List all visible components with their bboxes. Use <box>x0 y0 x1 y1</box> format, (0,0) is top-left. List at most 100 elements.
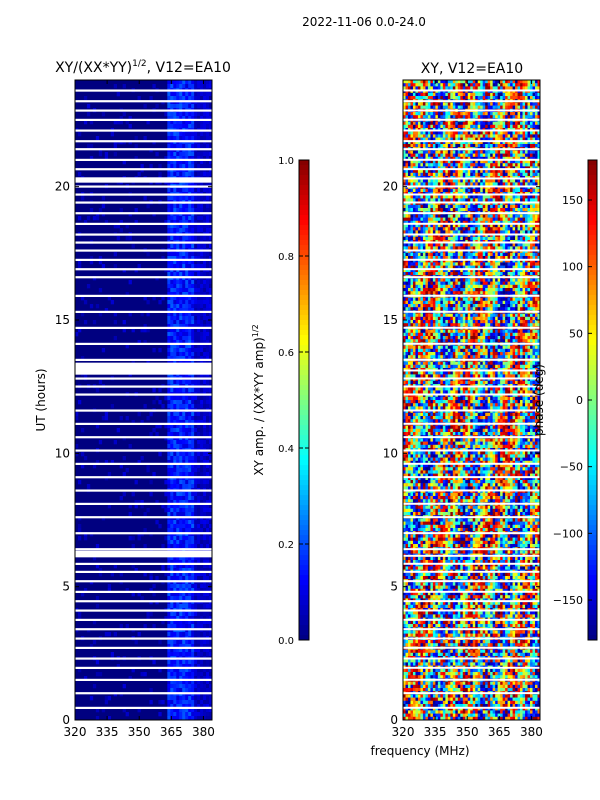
phase-cell <box>422 144 426 148</box>
phase-cell <box>440 121 444 126</box>
amplitude-cell <box>194 316 198 321</box>
phase-cell <box>487 92 491 97</box>
amplitude-cell <box>209 420 213 425</box>
phase-cell <box>537 83 541 87</box>
phase-cell <box>487 140 491 145</box>
phase-cell <box>415 131 419 135</box>
amplitude-cell <box>179 572 183 577</box>
amplitude-cell <box>197 244 201 249</box>
amplitude-cell <box>209 432 213 437</box>
amplitude-cell <box>170 644 174 649</box>
amplitude-cell <box>200 224 204 229</box>
amplitude-cell <box>206 620 210 625</box>
phase-cell <box>452 86 456 90</box>
colorbar-segment <box>299 340 309 346</box>
phase-cell <box>407 80 411 84</box>
amplitude-cell <box>191 704 195 709</box>
amplitude-cell <box>179 508 183 513</box>
amplitude-cell <box>191 452 195 457</box>
phase-cell <box>437 80 441 84</box>
amplitude-cell <box>173 252 177 257</box>
amplitude-cell <box>194 396 198 401</box>
amplitude-cell <box>152 592 156 597</box>
amplitude-cell <box>191 560 195 565</box>
amplitude-cell <box>209 228 213 233</box>
phase-cell <box>417 131 421 135</box>
phase-cell <box>495 92 498 97</box>
amplitude-cell <box>194 144 198 149</box>
phase-cell <box>530 92 533 97</box>
amplitude-cell <box>188 312 192 317</box>
phase-cell <box>410 134 414 138</box>
amplitude-cell <box>107 296 112 301</box>
amplitude-cell <box>200 120 204 125</box>
phase-cell <box>415 102 419 106</box>
amplitude-cell <box>209 616 213 621</box>
amplitude-cell <box>197 160 201 165</box>
amplitude-cell <box>95 388 100 393</box>
phase-cell <box>412 140 416 145</box>
amplitude-cell <box>173 296 177 301</box>
phase-cell <box>512 124 516 129</box>
amplitude-cell <box>203 464 207 469</box>
amplitude-cell <box>206 356 210 361</box>
colorbar-segment <box>299 530 309 536</box>
amplitude-cell <box>179 360 183 365</box>
phase-cell <box>470 137 474 142</box>
phase-cell <box>425 144 429 148</box>
amplitude-cell <box>176 164 180 169</box>
phase-cell <box>420 179 424 183</box>
y-tick-label: 5 <box>62 580 70 594</box>
amplitude-cell <box>206 500 210 505</box>
amplitude-cell <box>134 640 138 645</box>
amplitude-cell <box>197 380 201 385</box>
amplitude-cell <box>167 356 171 361</box>
amplitude-cell <box>179 308 183 313</box>
amplitude-cell <box>203 428 207 433</box>
amplitude-cell <box>203 280 207 285</box>
amplitude-plot-frame <box>74 79 213 721</box>
amplitude-cell <box>203 484 207 489</box>
amplitude-cell <box>191 616 195 621</box>
amplitude-cell <box>182 344 186 349</box>
amplitude-cell <box>185 616 189 621</box>
amplitude-cell <box>170 104 174 109</box>
flagged-row <box>75 358 212 361</box>
amplitude-cell <box>98 152 103 157</box>
amplitude-cell <box>95 596 100 601</box>
amplitude-cell <box>179 588 183 593</box>
phase-cell <box>410 188 414 193</box>
flagged-row <box>75 562 212 565</box>
amplitude-cell <box>188 388 192 393</box>
amplitude-cell <box>194 508 198 513</box>
amplitude-cell <box>191 468 195 473</box>
phase-cell <box>462 134 466 138</box>
amplitude-cell <box>188 264 192 269</box>
phase-cell <box>470 188 474 193</box>
amplitude-cell <box>140 420 144 425</box>
amplitude-cell <box>176 380 180 385</box>
amplitude-cell <box>209 672 213 677</box>
amplitude-cell <box>167 120 171 125</box>
amplitude-cell <box>176 332 180 337</box>
amplitude-cell <box>194 560 198 565</box>
amplitude-cell <box>209 120 213 125</box>
phase-cell <box>485 188 488 193</box>
flagged-row <box>75 294 212 297</box>
amplitude-cell <box>209 156 213 161</box>
amplitude-cell <box>170 380 174 385</box>
amplitude-cell <box>203 632 207 637</box>
left-plot-title: XY/(XX*YY)1/2, V12=EA10 <box>55 59 231 76</box>
colorbar-segment <box>299 170 309 176</box>
amplitude-cell <box>203 124 207 129</box>
amplitude-cell <box>137 264 141 269</box>
phase-cell <box>522 172 526 177</box>
amplitude-cell <box>206 668 210 673</box>
amplitude-cell <box>185 556 189 561</box>
phase-cell <box>412 115 416 119</box>
amplitude-cell <box>203 668 207 673</box>
amplitude-cell <box>179 80 183 85</box>
amplitude-cell <box>203 304 207 309</box>
amplitude-cell <box>191 344 195 349</box>
phase-cell <box>515 121 518 126</box>
